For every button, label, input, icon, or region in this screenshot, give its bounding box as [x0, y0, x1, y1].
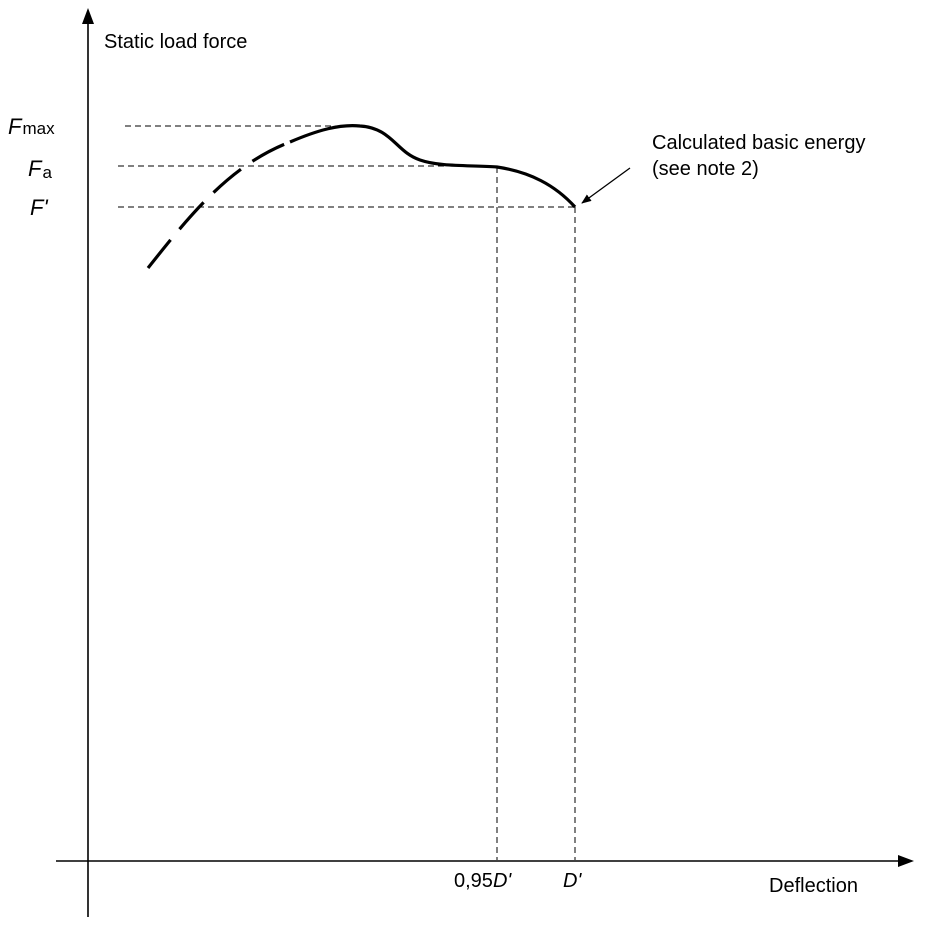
d095-label: 0,95D'	[454, 870, 512, 892]
y-axis-label: Static load force	[104, 31, 247, 53]
fmax-label: Fmax	[8, 114, 55, 139]
annotation-line-1: Calculated basic energy	[652, 132, 865, 154]
curve-dashed-segment	[146, 140, 291, 269]
x-axis-label: Deflection	[769, 875, 858, 897]
fa-label: Fa	[28, 156, 52, 182]
y-axis-arrowhead	[82, 8, 94, 24]
annotation-line-2: (see note 2)	[652, 158, 759, 180]
dprime-label: D'	[563, 870, 582, 892]
x-axis-arrowhead	[898, 855, 914, 867]
annotation-arrow	[581, 167, 631, 204]
fprime-label: F'	[30, 195, 48, 220]
curve-solid-segment	[289, 124, 577, 209]
